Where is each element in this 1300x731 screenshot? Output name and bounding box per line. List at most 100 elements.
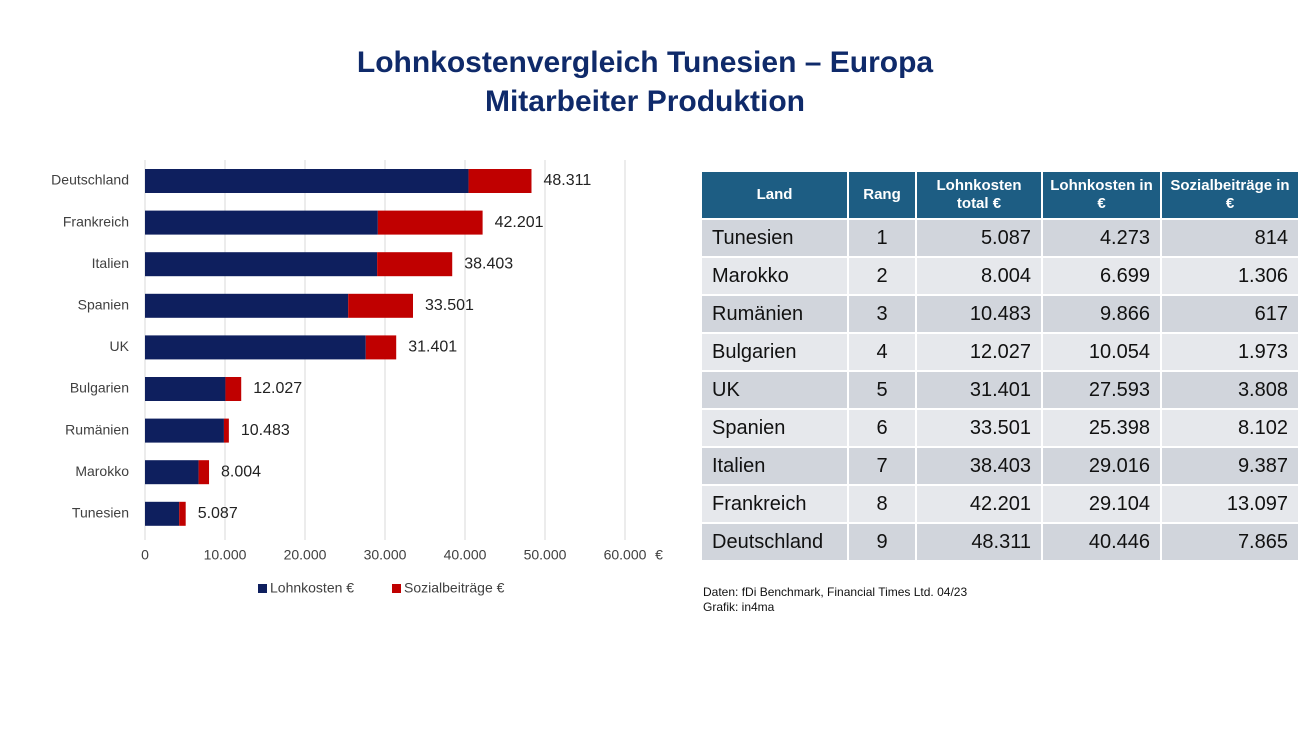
- bar-segment: [145, 335, 366, 360]
- y-tick-label: Italien: [92, 255, 129, 271]
- table-cell: 27.593: [1041, 370, 1162, 410]
- bar-segment: [198, 460, 210, 485]
- data-label: 48.311: [543, 172, 591, 189]
- y-tick-label: Tunesien: [72, 505, 129, 521]
- table-cell: 29.104: [1041, 484, 1162, 524]
- table-cell: 1.973: [1160, 332, 1300, 372]
- table-row: Frankreich 8 42.201 29.104 13.097: [700, 484, 1300, 524]
- table-cell: 814: [1160, 218, 1300, 258]
- table-cell: 617: [1160, 294, 1300, 334]
- bar-segment: [145, 418, 224, 443]
- bar-segment: [145, 293, 349, 318]
- header-cell: Sozialbeiträge in €: [1160, 170, 1300, 220]
- table-cell: Italien: [700, 446, 849, 486]
- table-cell: 40.446: [1041, 522, 1162, 562]
- bar-segment: [377, 210, 483, 235]
- table-cell: 4: [847, 332, 917, 372]
- subtitle: Mitarbeiter Produktion: [485, 85, 805, 118]
- bar-segment: [179, 501, 186, 526]
- bar-segment: [365, 335, 397, 360]
- table-cell: 3: [847, 294, 917, 334]
- table-cell: 5.087: [915, 218, 1043, 258]
- table-cell: 33.501: [915, 408, 1043, 448]
- table-row: Spanien 6 33.501 25.398 8.102: [700, 408, 1300, 448]
- table-cell: Rumänien: [700, 294, 849, 334]
- y-tick-label: Deutschland: [51, 172, 129, 188]
- header-cell: Land: [700, 170, 849, 220]
- x-tick-label: 30.000: [364, 547, 407, 563]
- y-tick-label: Frankreich: [63, 213, 129, 229]
- bar-segment: [377, 252, 453, 277]
- table-cell: 8: [847, 484, 917, 524]
- y-tick-label: Rumänien: [65, 421, 129, 437]
- legend-label: Sozialbeiträge €: [404, 580, 505, 596]
- table-row: Rumänien 3 10.483 9.866 617: [700, 294, 1300, 334]
- bar-segment: [145, 501, 180, 526]
- legend-swatch: [392, 584, 401, 593]
- table-cell: 48.311: [915, 522, 1043, 562]
- header-cell: Rang: [847, 170, 917, 220]
- data-label: 5.087: [198, 505, 238, 522]
- x-tick-label: 0: [141, 547, 149, 563]
- x-axis-label: €: [655, 547, 663, 563]
- x-tick-label: 40.000: [444, 547, 487, 563]
- table-cell: 10.054: [1041, 332, 1162, 372]
- table-cell: 13.097: [1160, 484, 1300, 524]
- data-label: 33.501: [425, 297, 474, 314]
- table-cell: 6.699: [1041, 256, 1162, 296]
- table-cell: 42.201: [915, 484, 1043, 524]
- table-cell: 8.102: [1160, 408, 1300, 448]
- table-cell: UK: [700, 370, 849, 410]
- header-row: Land Rang Lohnkosten total € Lohnkosten in …: [700, 170, 1300, 220]
- table-cell: 10.483: [915, 294, 1043, 334]
- table-cell: 38.403: [915, 446, 1043, 486]
- bar-segment: [468, 169, 532, 193]
- table-cell: 5: [847, 370, 917, 410]
- data-label: 8.004: [221, 463, 261, 480]
- source: Daten: fDi Benchmark, Financial Times Lt…: [703, 585, 967, 615]
- table-cell: 29.016: [1041, 446, 1162, 486]
- bar-segment: [145, 210, 378, 235]
- table-cell: 3.808: [1160, 370, 1300, 410]
- table-cell: 1.306: [1160, 256, 1300, 296]
- table-row: Tunesien 1 5.087 4.273 814: [700, 218, 1300, 258]
- x-tick-label: 20.000: [284, 547, 327, 563]
- table-cell: 7.865: [1160, 522, 1300, 562]
- header-cell: Lohnkosten in €: [1041, 170, 1162, 220]
- table-cell: Bulgarien: [700, 332, 849, 372]
- x-tick-label: 10.000: [204, 547, 247, 563]
- table-cell: Deutschland: [700, 522, 849, 562]
- data-label: 10.483: [241, 422, 290, 439]
- table-cell: 2: [847, 256, 917, 296]
- table-cell: Frankreich: [700, 484, 849, 524]
- table-row: Italien 7 38.403 29.016 9.387: [700, 446, 1300, 486]
- header-cell: Lohnkosten total €: [915, 170, 1043, 220]
- table-cell: Tunesien: [700, 218, 849, 258]
- y-tick-label: Spanien: [78, 297, 129, 313]
- y-tick-label: UK: [110, 338, 130, 354]
- y-tick-label: Marokko: [75, 463, 129, 479]
- data-table: Land Rang Lohnkosten total € Lohnkosten in …: [700, 170, 1300, 562]
- source-line: Daten: fDi Benchmark, Financial Times Lt…: [703, 585, 968, 599]
- table-row: Bulgarien 4 12.027 10.054 1.973: [700, 332, 1300, 372]
- table-cell: 9.866: [1041, 294, 1162, 334]
- bar-segment: [145, 460, 199, 485]
- data-label: 38.403: [464, 255, 513, 272]
- table-row: Deutschland 9 48.311 40.446 7.865: [700, 522, 1300, 562]
- table-cell: 7: [847, 446, 917, 486]
- table-cell: 4.273: [1041, 218, 1162, 258]
- bar-segment: [348, 293, 413, 318]
- table-cell: 25.398: [1041, 408, 1162, 448]
- table-cell: 6: [847, 408, 917, 448]
- x-tick-label: 50.000: [524, 547, 567, 563]
- table-cell: 12.027: [915, 332, 1043, 372]
- data-label: 31.401: [408, 339, 457, 356]
- table-cell: 9: [847, 522, 917, 562]
- data-label: 12.027: [253, 380, 302, 397]
- y-tick-label: Bulgarien: [70, 380, 129, 396]
- table-cell: 9.387: [1160, 446, 1300, 486]
- bar-segment: [223, 418, 229, 443]
- title: Lohnkostenvergleich Tunesien – Europa: [357, 46, 934, 79]
